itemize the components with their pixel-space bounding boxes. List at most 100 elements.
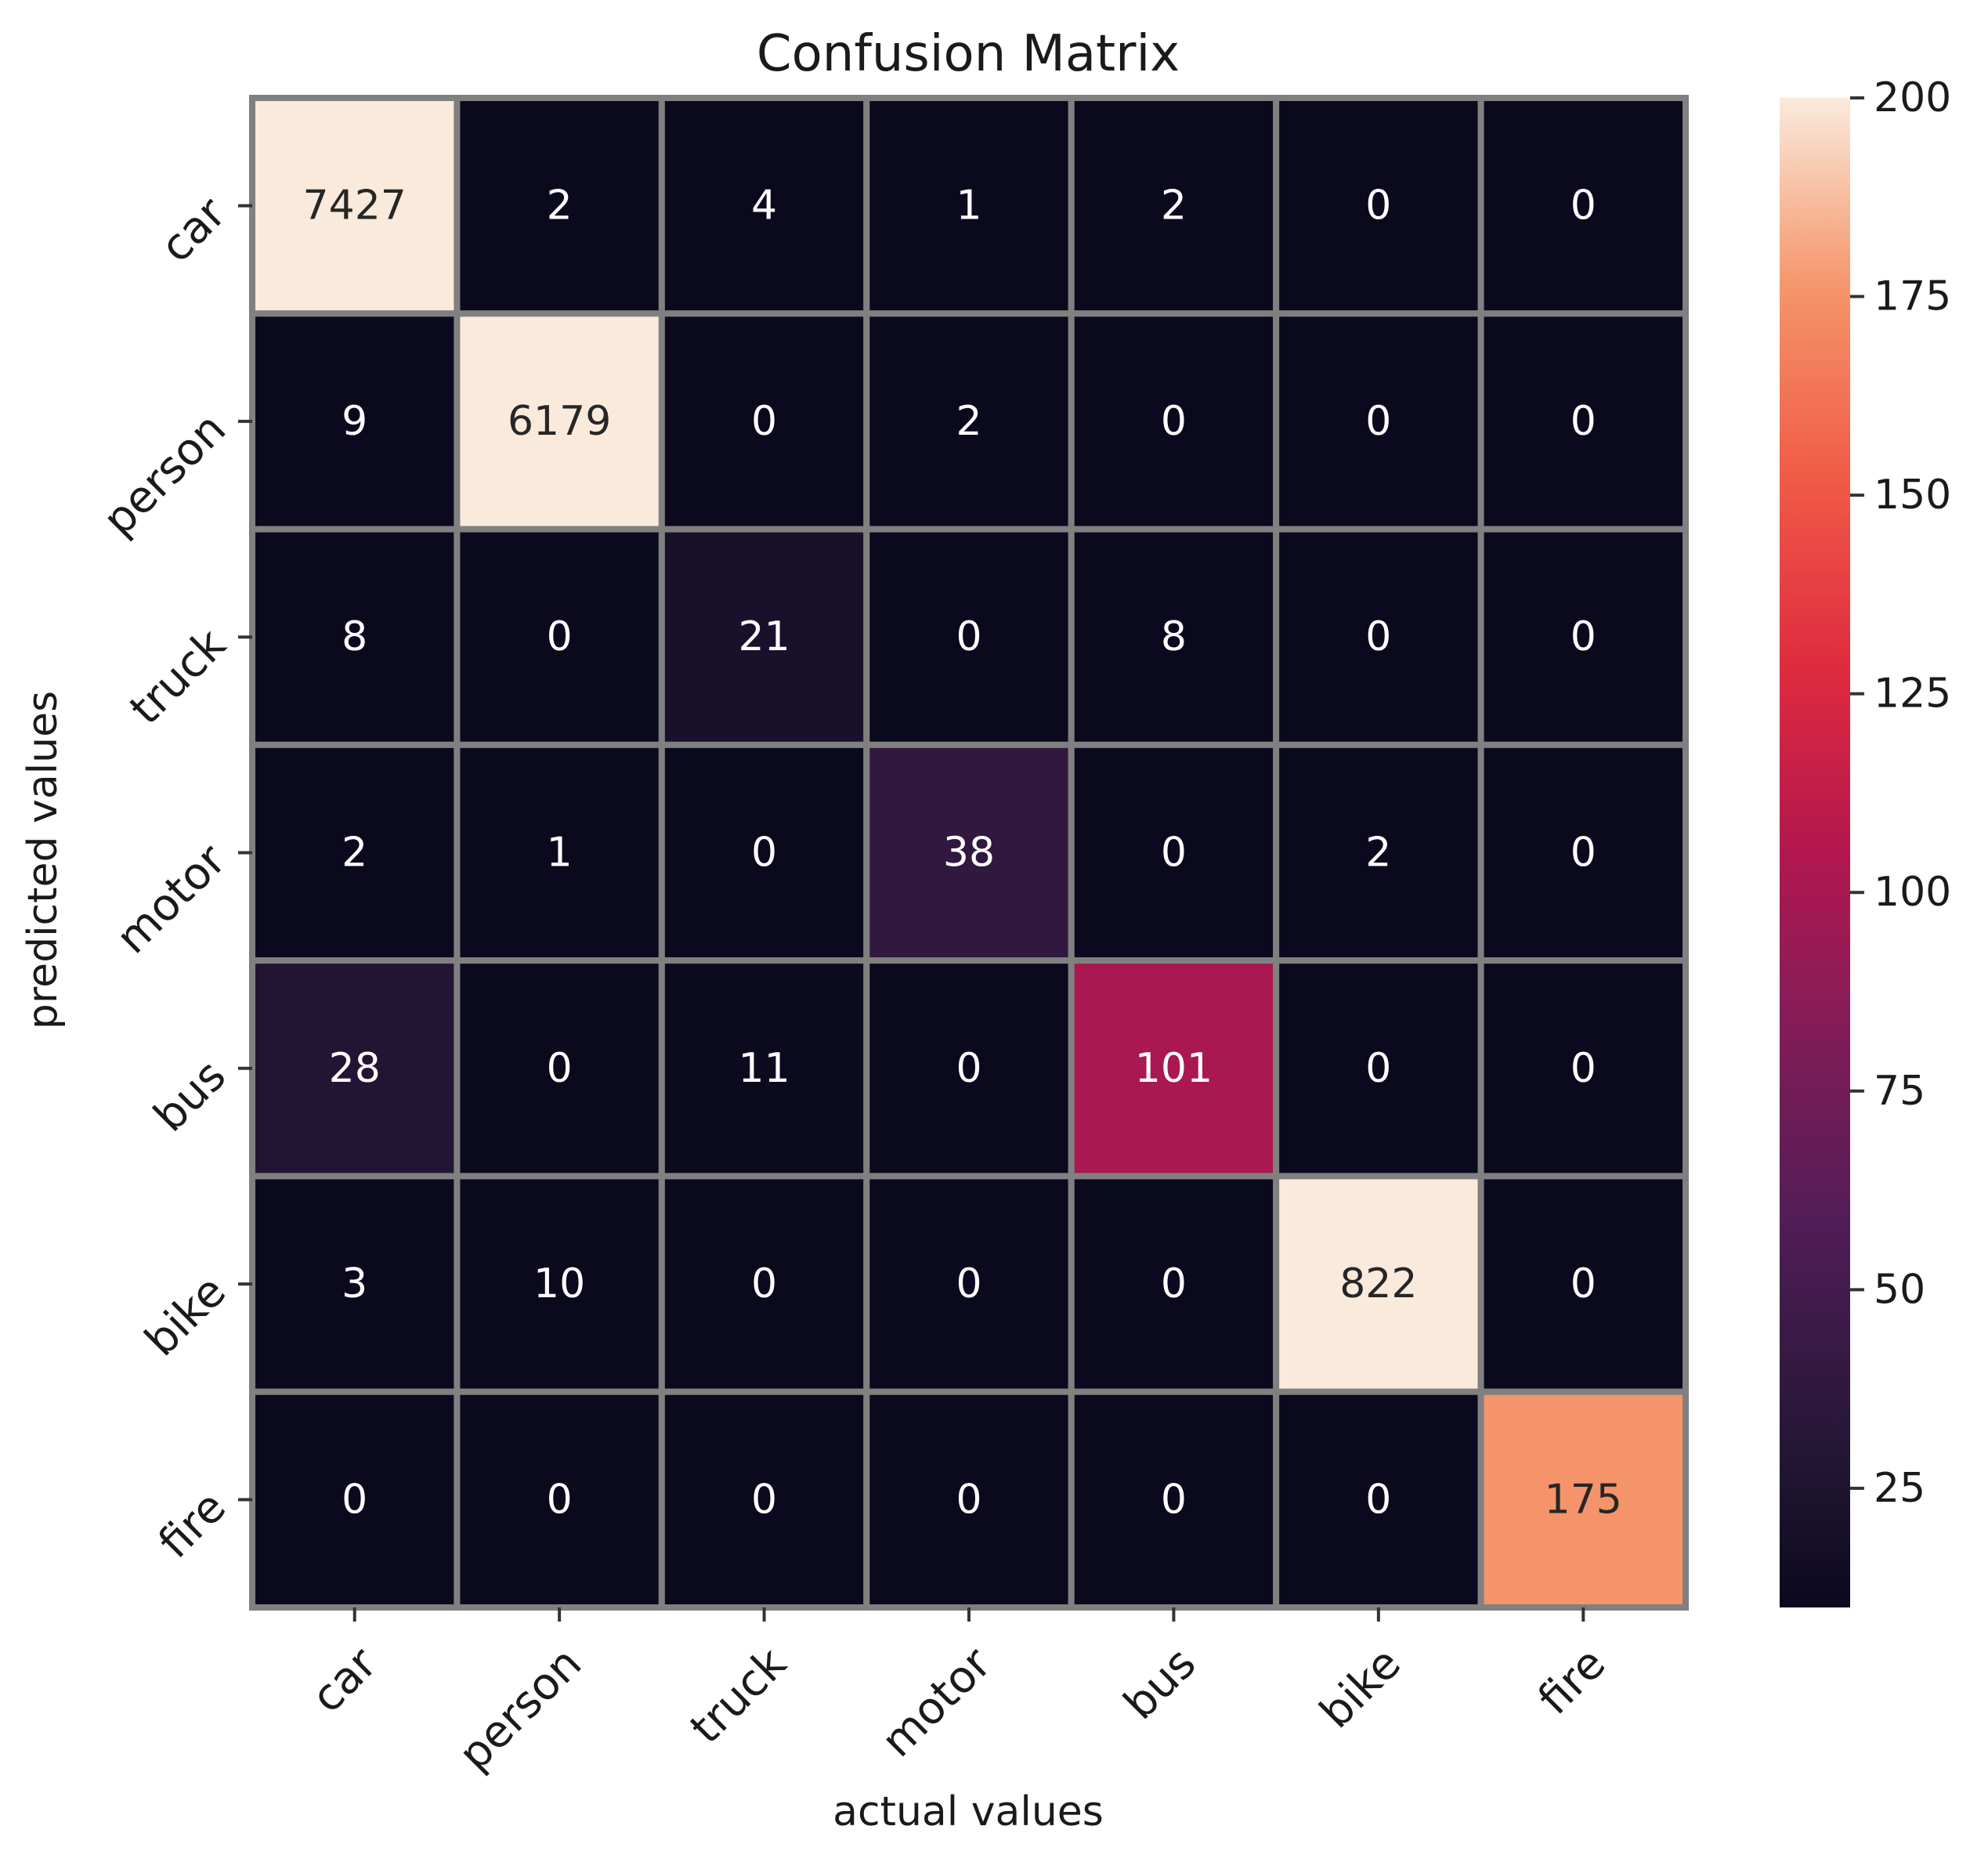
cell-value-label: 3 — [342, 1260, 367, 1307]
colorbar-tick-label: 125 — [1874, 671, 1951, 718]
cell-value-label: 6179 — [508, 398, 611, 445]
cell-annotations: 7427 2 4 1 2 0 09 6179 0 2 0 0 08 0 21 0 8 0 02 1 0 38 0 2 028 0 1… — [303, 183, 1622, 1524]
cell-value-label: 8 — [1161, 613, 1187, 660]
cell-value-label: 0 — [1571, 1045, 1596, 1092]
cell-value-label: 0 — [1365, 183, 1391, 230]
cell-value-label: 0 — [751, 1476, 777, 1523]
heatmap-cell — [658, 1388, 870, 1611]
y-tick-label: person — [93, 403, 236, 546]
heatmap-cell — [1068, 1388, 1280, 1611]
cell-value-label: 0 — [751, 1260, 777, 1307]
cell-value-label: 0 — [342, 1476, 367, 1523]
cell-value-label: 0 — [1161, 1260, 1187, 1307]
chart-title: Confusion Matrix — [757, 25, 1180, 83]
cell-value-label: 822 — [1339, 1260, 1417, 1307]
cell-value-label: 2 — [1365, 830, 1391, 877]
heatmap-cell — [249, 1173, 461, 1395]
heatmap-cell — [454, 95, 665, 317]
y-tick-label: bus — [144, 1050, 236, 1142]
heatmap-cell — [454, 741, 665, 964]
heatmap-cell — [249, 741, 461, 964]
cell-value-label: 7427 — [303, 183, 407, 230]
y-tick-label: truck — [120, 619, 236, 735]
cell-value-label: 0 — [1161, 830, 1187, 877]
heatmap-cell — [1477, 310, 1689, 533]
heatmap-cell — [863, 1388, 1075, 1611]
y-tick-label: car — [151, 187, 237, 273]
cell-value-label: 0 — [1365, 398, 1391, 445]
cell-value-label: 0 — [956, 1045, 981, 1092]
heatmap-cell — [1273, 1388, 1484, 1611]
cell-value-label: 101 — [1135, 1045, 1213, 1092]
y-tick-label: fire — [149, 1481, 236, 1568]
heatmap-cell — [658, 957, 870, 1180]
cell-value-label: 4 — [751, 183, 777, 230]
cell-value-label: 0 — [1571, 830, 1596, 877]
cell-value-label: 0 — [751, 398, 777, 445]
x-tick-label: person — [449, 1638, 591, 1781]
heatmap-cell — [658, 310, 870, 533]
colorbar-tick-label: 175 — [1874, 273, 1951, 320]
heatmap-cell — [1273, 526, 1484, 748]
cell-value-label: 0 — [547, 1476, 573, 1523]
x-tick-label: bus — [1115, 1638, 1206, 1730]
y-tick-label: motor — [107, 834, 236, 964]
cell-value-label: 0 — [751, 830, 777, 877]
x-tick-label: motor — [872, 1637, 1001, 1766]
heatmap-cell — [249, 957, 461, 1180]
colorbar-gradient — [1780, 98, 1850, 1607]
cell-value-label: 0 — [1161, 1476, 1187, 1523]
cell-value-label: 0 — [1571, 613, 1596, 660]
heatmap-cell — [1477, 1388, 1689, 1611]
heatmap-cell — [1068, 310, 1280, 533]
cell-value-label: 2 — [956, 398, 981, 445]
cell-value-label: 1 — [547, 830, 573, 877]
cell-value-label: 0 — [956, 613, 981, 660]
colorbar-tick-label: 25 — [1874, 1465, 1925, 1512]
heatmap-cell — [1477, 526, 1689, 748]
heatmap-cell — [1068, 526, 1280, 748]
cell-value-label: 38 — [943, 830, 995, 877]
colorbar-tick-label: 75 — [1874, 1068, 1925, 1115]
cell-value-label: 28 — [329, 1045, 381, 1092]
cell-value-label: 8 — [342, 613, 367, 660]
heatmap-cell — [1273, 741, 1484, 964]
cell-value-label: 2 — [547, 183, 573, 230]
cell-value-label: 0 — [956, 1260, 981, 1307]
heatmap-cell — [454, 1173, 665, 1395]
x-axis-label: actual values — [833, 1788, 1104, 1835]
cell-value-label: 0 — [956, 1476, 981, 1523]
cell-value-label: 0 — [1571, 1260, 1596, 1307]
cell-value-label: 0 — [547, 1045, 573, 1092]
cell-value-label: 10 — [533, 1260, 585, 1307]
cell-value-label: 0 — [1365, 1476, 1391, 1523]
y-tick-label: bike — [136, 1266, 236, 1366]
y-axis-ticks: car person truck motor bus bike fire — [93, 187, 252, 1568]
heatmap-cells — [249, 95, 1689, 1611]
heatmap-cell — [454, 526, 665, 748]
cell-value-label: 0 — [1365, 1045, 1391, 1092]
x-axis-ticks: car person truck motor bus bike fire — [302, 1607, 1615, 1781]
heatmap-cell — [658, 526, 870, 748]
cell-value-label: 9 — [342, 398, 367, 445]
heatmap-cell — [1477, 1173, 1689, 1395]
y-axis-label: predicted values — [20, 691, 67, 1029]
cell-value-label: 0 — [1571, 398, 1596, 445]
cell-value-label: 0 — [1161, 398, 1187, 445]
cell-value-label: 2 — [342, 830, 367, 877]
cell-value-label: 11 — [738, 1045, 790, 1092]
colorbar-tick-label: 150 — [1874, 472, 1951, 519]
colorbar-tick-label: 50 — [1874, 1266, 1925, 1313]
cell-value-label: 0 — [1365, 613, 1391, 660]
x-tick-label: bike — [1310, 1638, 1411, 1738]
x-tick-label: fire — [1529, 1638, 1616, 1725]
cell-value-label: 0 — [547, 613, 573, 660]
cell-value-label: 1 — [956, 183, 981, 230]
heatmap-cell — [1273, 95, 1484, 317]
cell-value-label: 21 — [738, 613, 790, 660]
cell-value-label: 0 — [1571, 183, 1596, 230]
x-tick-label: car — [302, 1637, 387, 1723]
colorbar-tick-label: 200 — [1874, 74, 1951, 121]
colorbar: 25 50 75 100 125 150 175 200 — [1780, 74, 1951, 1607]
